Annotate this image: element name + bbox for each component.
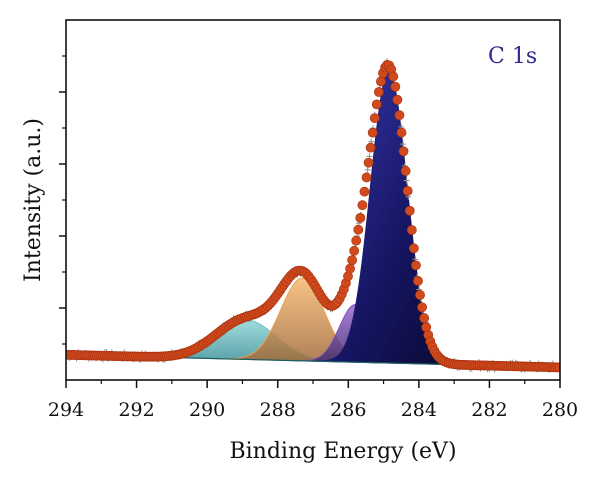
- envelope-point: [404, 205, 415, 216]
- envelope-fit: [66, 59, 560, 373]
- envelope-point: [417, 302, 427, 313]
- envelope-point: [415, 290, 425, 300]
- raw-point: [364, 166, 371, 173]
- envelope-point: [408, 243, 419, 254]
- envelope-point: [400, 166, 411, 176]
- envelope-point: [359, 186, 370, 197]
- x-tick-label: 284: [401, 399, 437, 421]
- envelope-point: [396, 127, 407, 138]
- envelope-point: [411, 260, 421, 271]
- envelope-point: [347, 255, 358, 266]
- envelope-point: [392, 94, 403, 105]
- envelope-point: [388, 71, 399, 82]
- envelope-point: [371, 99, 382, 110]
- envelope-point: [365, 142, 376, 153]
- envelope-point: [367, 127, 378, 138]
- envelope-point: [357, 200, 368, 211]
- fitted-components: [125, 70, 463, 366]
- envelope-point: [345, 263, 355, 274]
- envelope-point: [361, 172, 372, 183]
- y-axis-title: Intensity (a.u.): [21, 118, 46, 282]
- x-tick-label: 290: [189, 399, 225, 421]
- x-tick-label: 286: [330, 399, 366, 421]
- envelope-point: [413, 276, 423, 286]
- peak-component-4: [314, 70, 463, 366]
- envelope-point: [349, 245, 360, 256]
- envelope-point: [353, 224, 364, 235]
- x-tick-label: 282: [471, 399, 507, 421]
- envelope-point: [369, 113, 380, 124]
- annotation-label: C 1s: [488, 44, 537, 69]
- envelope-point: [351, 235, 362, 246]
- envelope-point: [419, 313, 430, 323]
- envelope-point: [398, 146, 409, 157]
- envelope-point: [555, 362, 560, 373]
- x-axis-title: Binding Energy (eV): [229, 439, 456, 464]
- raw-point: [399, 141, 406, 148]
- envelope-point: [394, 110, 405, 121]
- x-tick-label: 280: [542, 399, 578, 421]
- envelope-point: [363, 157, 374, 168]
- y-axis-ticks: [59, 55, 66, 345]
- x-tick-label: 292: [118, 399, 154, 421]
- raw-point: [403, 177, 410, 184]
- envelope-point: [355, 212, 366, 223]
- x-tick-label: 288: [260, 399, 296, 421]
- envelope-point: [376, 76, 386, 87]
- envelope-point: [390, 81, 401, 92]
- envelope-point: [373, 87, 384, 97]
- x-tick-label: 294: [48, 399, 84, 421]
- x-axis-ticks: 294 292 290 288 286 284 282 280: [48, 380, 578, 421]
- envelope-point: [406, 225, 417, 235]
- envelope-point: [402, 186, 413, 196]
